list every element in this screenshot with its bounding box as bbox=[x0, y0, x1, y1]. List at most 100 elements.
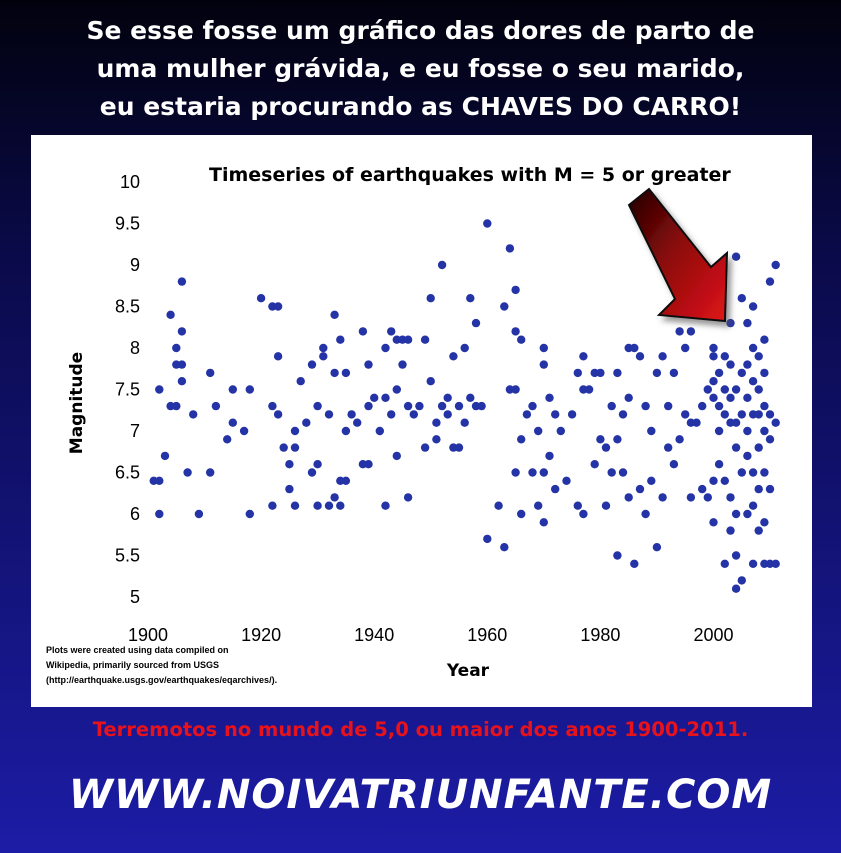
data-point bbox=[613, 551, 622, 560]
data-point bbox=[613, 368, 622, 378]
data-point bbox=[290, 426, 300, 436]
data-point bbox=[658, 493, 667, 502]
scatter-chart: Timeseries of earthquakes with M = 5 or … bbox=[67, 164, 780, 681]
data-point bbox=[273, 410, 283, 419]
data-point bbox=[460, 343, 469, 353]
data-point bbox=[584, 385, 594, 394]
source-note-line-2: Wikipedia, primarily sourced from USGS bbox=[46, 660, 219, 670]
data-point bbox=[239, 426, 249, 436]
data-point bbox=[398, 360, 407, 369]
data-point bbox=[630, 559, 639, 568]
data-point bbox=[573, 368, 582, 378]
data-point bbox=[177, 327, 187, 336]
data-point bbox=[160, 451, 170, 461]
data-point bbox=[720, 559, 729, 568]
data-point bbox=[743, 318, 752, 328]
website-link[interactable]: WWW.NOIVATRIUNFANTE.COM bbox=[68, 772, 773, 818]
data-point bbox=[330, 368, 339, 378]
data-point bbox=[341, 426, 351, 436]
data-point bbox=[754, 385, 763, 394]
data-point bbox=[307, 468, 317, 477]
data-point bbox=[290, 501, 300, 510]
data-point bbox=[364, 401, 373, 411]
data-point bbox=[505, 244, 515, 253]
x-tick-label: 1900 bbox=[128, 625, 168, 645]
data-point bbox=[189, 410, 198, 419]
data-point bbox=[675, 435, 684, 444]
data-point bbox=[613, 435, 622, 444]
data-point bbox=[370, 393, 379, 402]
y-tick-label: 10 bbox=[120, 172, 140, 192]
data-point bbox=[528, 468, 537, 477]
y-tick-label: 5 bbox=[130, 587, 140, 607]
data-point bbox=[319, 343, 328, 353]
y-tick-label: 5.5 bbox=[115, 546, 140, 566]
data-point bbox=[714, 426, 724, 436]
data-point bbox=[618, 468, 628, 477]
data-point bbox=[511, 327, 520, 336]
data-point bbox=[737, 368, 746, 378]
data-point bbox=[596, 435, 605, 444]
data-point bbox=[692, 418, 701, 427]
data-point bbox=[731, 584, 741, 593]
data-point bbox=[477, 401, 486, 411]
data-point bbox=[731, 443, 741, 452]
headline-line-1: Se esse fosse um gráfico das dores de pa… bbox=[86, 16, 755, 45]
data-point bbox=[748, 468, 758, 477]
data-point bbox=[177, 377, 187, 386]
data-point bbox=[731, 551, 741, 560]
data-point bbox=[754, 526, 763, 535]
data-point bbox=[443, 410, 452, 419]
data-point bbox=[709, 352, 718, 361]
data-point bbox=[330, 310, 339, 319]
data-point bbox=[703, 493, 712, 502]
data-point bbox=[579, 509, 588, 519]
data-point bbox=[748, 377, 758, 386]
data-point bbox=[743, 451, 752, 461]
data-point bbox=[364, 460, 373, 469]
data-point bbox=[720, 476, 729, 485]
data-point bbox=[771, 418, 780, 427]
data-point bbox=[664, 443, 673, 452]
data-point bbox=[336, 501, 345, 510]
data-point bbox=[522, 410, 532, 419]
data-point bbox=[324, 410, 334, 419]
data-point bbox=[534, 501, 543, 510]
data-point bbox=[454, 443, 464, 452]
data-point bbox=[206, 368, 215, 378]
data-point bbox=[579, 352, 588, 361]
data-point bbox=[409, 410, 418, 419]
data-point bbox=[726, 493, 735, 502]
data-point bbox=[392, 385, 401, 394]
headline: Se esse fosse um gráfico das dores de pa… bbox=[0, 12, 841, 126]
data-point bbox=[720, 385, 729, 394]
data-points bbox=[149, 219, 780, 593]
data-point bbox=[432, 435, 441, 444]
x-axis-label: Year bbox=[446, 661, 490, 681]
data-point bbox=[624, 493, 633, 502]
data-point bbox=[737, 576, 746, 585]
data-point bbox=[483, 219, 492, 228]
data-point bbox=[381, 501, 390, 510]
data-point bbox=[641, 509, 650, 519]
axes: 5 5.5 6 6.5 7 7.5 8 8.5 9 9.5 10 1900 1920 1940 1960 19… bbox=[115, 172, 734, 645]
data-point bbox=[664, 401, 673, 411]
data-point bbox=[748, 343, 758, 353]
data-point bbox=[432, 418, 441, 427]
y-tick-label: 6 bbox=[130, 504, 140, 524]
data-point bbox=[737, 468, 746, 477]
data-point bbox=[630, 343, 639, 353]
data-point bbox=[698, 484, 707, 494]
data-point bbox=[686, 493, 696, 502]
data-point bbox=[731, 385, 741, 394]
y-tick-label: 8 bbox=[130, 338, 140, 358]
data-point bbox=[517, 435, 526, 444]
data-point bbox=[285, 484, 294, 494]
data-point bbox=[511, 385, 520, 394]
data-point bbox=[375, 426, 384, 436]
data-point bbox=[698, 401, 707, 411]
data-point bbox=[177, 360, 187, 369]
data-point bbox=[403, 401, 413, 411]
data-point bbox=[675, 327, 684, 336]
data-point bbox=[290, 443, 300, 452]
